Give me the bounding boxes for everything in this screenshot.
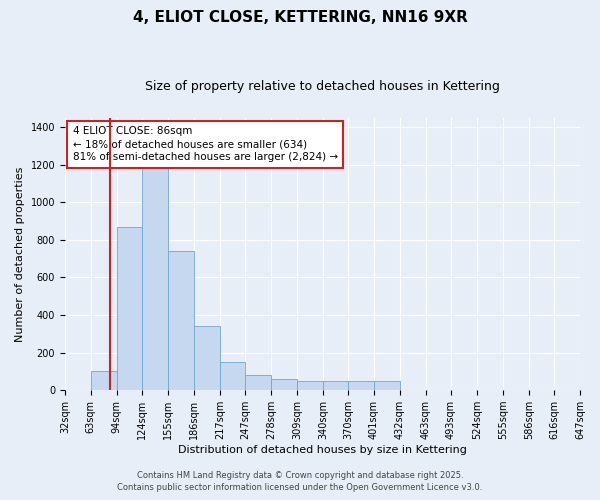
- Bar: [194, 326, 220, 390]
- Text: Contains HM Land Registry data © Crown copyright and database right 2025.
Contai: Contains HM Land Registry data © Crown c…: [118, 471, 482, 492]
- Bar: [142, 156, 168, 390]
- Bar: [297, 381, 323, 390]
- Bar: [168, 251, 194, 390]
- Bar: [117, 227, 142, 390]
- Bar: [91, 372, 117, 390]
- Bar: [323, 381, 348, 390]
- Bar: [220, 362, 245, 390]
- Title: Size of property relative to detached houses in Kettering: Size of property relative to detached ho…: [145, 80, 500, 93]
- X-axis label: Distribution of detached houses by size in Kettering: Distribution of detached houses by size …: [178, 445, 467, 455]
- Bar: [348, 381, 374, 390]
- Text: 4 ELIOT CLOSE: 86sqm
← 18% of detached houses are smaller (634)
81% of semi-deta: 4 ELIOT CLOSE: 86sqm ← 18% of detached h…: [73, 126, 338, 162]
- Text: 4, ELIOT CLOSE, KETTERING, NN16 9XR: 4, ELIOT CLOSE, KETTERING, NN16 9XR: [133, 10, 467, 25]
- Bar: [271, 379, 297, 390]
- Bar: [374, 381, 400, 390]
- Y-axis label: Number of detached properties: Number of detached properties: [15, 166, 25, 342]
- Bar: [245, 375, 271, 390]
